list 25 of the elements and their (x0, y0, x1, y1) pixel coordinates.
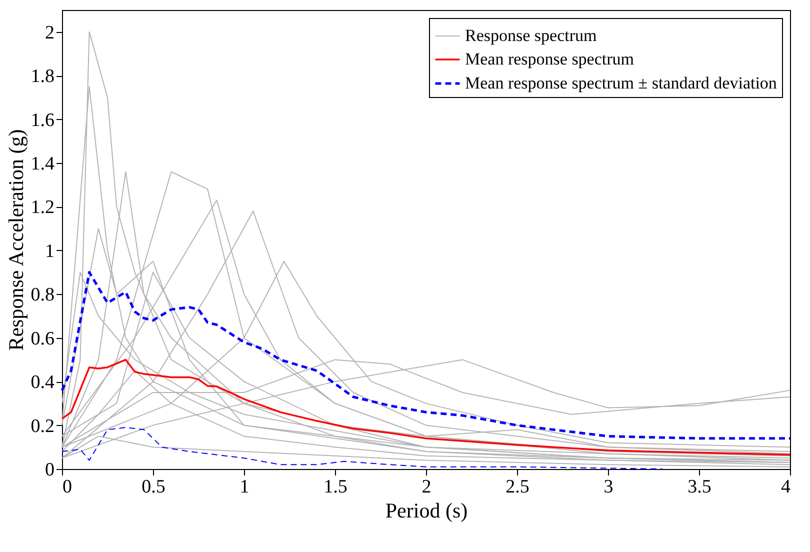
x-tick-label: 2 (422, 476, 432, 498)
x-tick-label: 4 (781, 476, 791, 498)
y-tick-label: 1.6 (30, 110, 54, 131)
y-tick-label: 0.2 (30, 416, 54, 437)
legend-label: Mean response spectrum (465, 50, 634, 68)
y-tick-label: 1.8 (30, 66, 54, 88)
y-tick-label: 1.4 (30, 154, 55, 174)
legend-label: Response spectrum (465, 26, 597, 45)
y-tick-label: 1 (45, 240, 54, 262)
y-tick-label: 0.8 (30, 284, 54, 306)
x-tick-label: 1.5 (324, 476, 348, 498)
x-axis-title: Period (s) (385, 498, 468, 522)
y-axis-title: Response Acceleration (g) (4, 129, 28, 351)
x-tick-label: 1 (240, 476, 250, 498)
x-tick-label: 2.5 (506, 476, 530, 498)
y-tick-label: 0 (45, 460, 54, 480)
legend-label: Mean response spectrum ± standard deviation (465, 74, 778, 92)
x-tick-label: 0.5 (142, 476, 166, 498)
y-tick-label: 0.6 (30, 328, 54, 350)
y-tick-label: 0.4 (30, 372, 55, 394)
y-tick-label: 2 (45, 22, 54, 44)
x-tick-label: 0 (62, 476, 72, 498)
x-tick-label: 3 (604, 476, 614, 498)
y-tick-label: 1.2 (30, 197, 54, 218)
x-tick-label: 3.5 (688, 476, 712, 498)
